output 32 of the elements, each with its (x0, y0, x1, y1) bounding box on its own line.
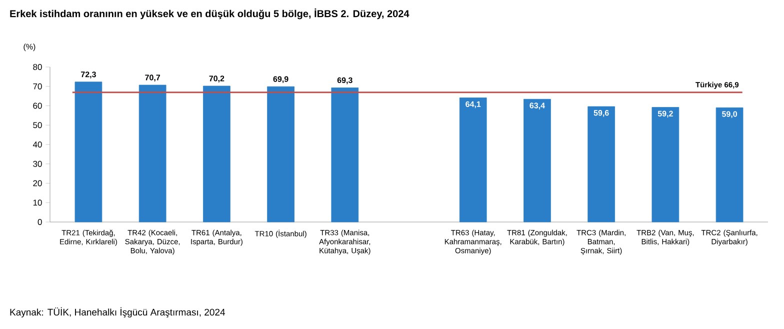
bar (652, 107, 680, 222)
bar (716, 107, 744, 222)
y-tick-label: 80 (33, 64, 42, 70)
y-tick-label: 60 (33, 102, 42, 109)
chart-title: Erkek istihdam oranının en yüksek ve en düşük olduğu 5 bölge, İBBS 2. Düzey, 2024 (10, 8, 410, 20)
y-tick-label: 70 (33, 83, 42, 90)
y-tick-label: 20 (33, 180, 42, 186)
y-tick-label: 10 (33, 200, 42, 206)
y-tick-label: 30 (33, 160, 42, 167)
data-label: 69,9 (273, 76, 288, 84)
bar (588, 106, 615, 222)
data-label: 70,2 (209, 76, 224, 82)
y-axis-title: (%) (24, 44, 36, 52)
y-tick-label: 50 (33, 122, 42, 128)
data-label: 63,4 (530, 102, 545, 110)
text: Kaynak: TÜİK, Hanehalkı İşgücü Araştırması, 2024 (10, 307, 225, 318)
data-label: 70,7 (145, 74, 160, 82)
data-label: 69,3 (337, 77, 352, 84)
data-label: 59,0 (722, 111, 738, 118)
data-label: 59,2 (658, 110, 673, 118)
data-label: 72,3 (81, 72, 96, 78)
bar (331, 88, 359, 222)
bar (267, 86, 294, 222)
bar (138, 84, 166, 222)
bar (203, 86, 230, 222)
y-tick-label: 40 (32, 141, 42, 148)
bar (459, 98, 487, 222)
bar (524, 98, 551, 222)
bar (74, 82, 102, 222)
data-label: 59,6 (594, 110, 609, 117)
y-tick-label: 0 (38, 218, 42, 226)
data-label: 64,1 (466, 101, 481, 108)
